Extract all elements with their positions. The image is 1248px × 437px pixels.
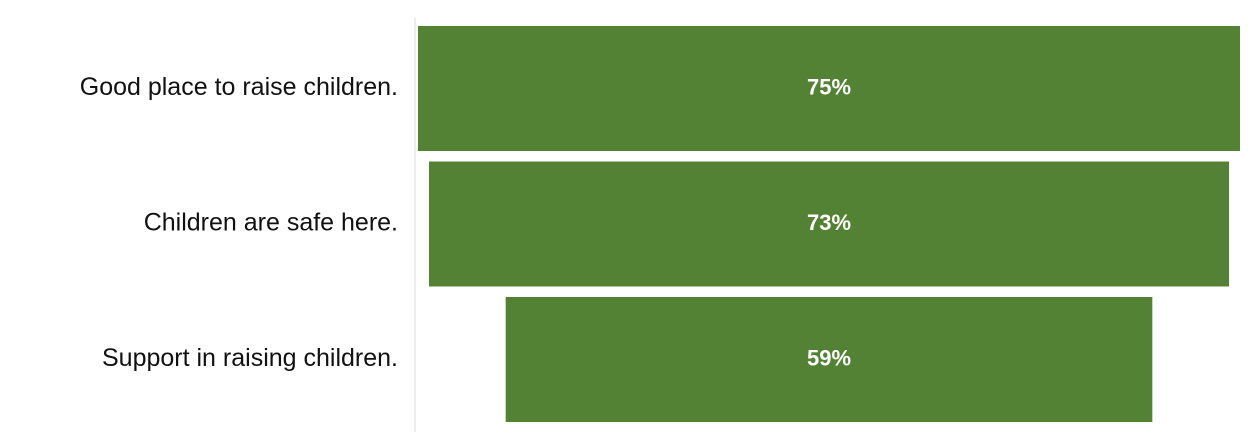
value-label: 73% xyxy=(807,210,851,235)
category-label: Children are safe here. xyxy=(144,209,398,237)
category-label: Good place to raise children. xyxy=(80,73,398,101)
funnel-bar xyxy=(418,26,1240,151)
funnel-bar xyxy=(428,161,1230,287)
category-label: Support in raising children. xyxy=(102,344,398,372)
value-label: 59% xyxy=(807,345,851,370)
funnel-bar xyxy=(505,297,1153,422)
value-label: 75% xyxy=(807,74,851,99)
